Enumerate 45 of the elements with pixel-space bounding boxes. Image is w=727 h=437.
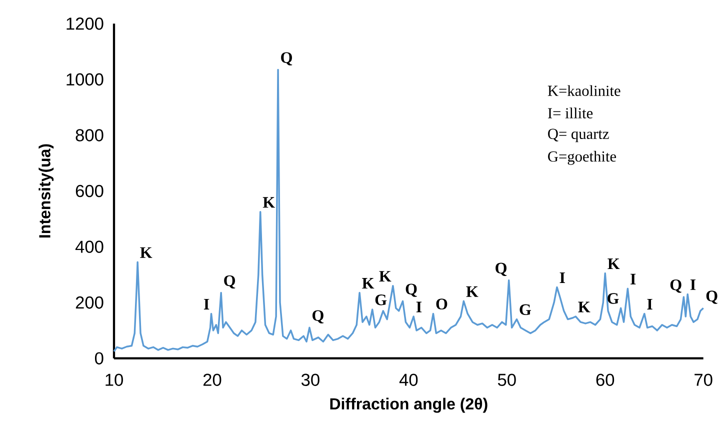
x-tick-label: 40 xyxy=(399,374,418,386)
annotation: O xyxy=(436,298,448,310)
annotation: G xyxy=(375,294,387,306)
y-axis-title: Intensity(ua) xyxy=(38,144,54,238)
annotation: I xyxy=(630,274,636,284)
x-axis-title: Diffraction angle (2θ) xyxy=(330,398,488,413)
annotation: Q xyxy=(706,290,718,304)
y-tick-label: 800 xyxy=(76,129,104,142)
y-tick-label: 600 xyxy=(76,184,104,198)
x-tick-label: 60 xyxy=(596,374,614,386)
annotation: Q= quartz xyxy=(548,128,609,142)
annotation: K=kaolinite xyxy=(548,85,620,96)
annotation: G xyxy=(520,304,531,316)
annotation: K xyxy=(578,302,590,312)
y-tick-label: 400 xyxy=(75,240,104,253)
y-tick-label: 0 xyxy=(94,352,104,364)
annotation: I xyxy=(204,298,210,310)
annotation: I xyxy=(690,279,696,290)
annotation: K xyxy=(466,286,478,297)
annotation: K xyxy=(379,271,392,282)
line-series xyxy=(113,68,704,352)
annotation: I xyxy=(560,272,565,283)
annotation: Q xyxy=(406,284,417,297)
annotation: K xyxy=(140,247,152,258)
annotation: K xyxy=(608,258,620,270)
y-tick-label: 1000 xyxy=(66,73,104,86)
x-tick-label: 20 xyxy=(203,374,222,386)
annotation: G=goethite xyxy=(548,150,616,165)
annotation: Q xyxy=(496,262,507,276)
annotation: Q xyxy=(670,280,682,293)
annotation: G xyxy=(608,293,619,304)
x-tick-label: 50 xyxy=(498,374,516,386)
annotation: K xyxy=(262,197,275,208)
x-tick-label: 10 xyxy=(106,374,123,386)
annotation: I= illite xyxy=(548,108,593,118)
annotation: Q xyxy=(312,310,324,324)
y-tick-label: 1200 xyxy=(66,18,104,30)
x-tick-label: 30 xyxy=(301,374,320,386)
x-tick-label: 70 xyxy=(694,374,712,386)
annotation: I xyxy=(647,298,652,310)
y-tick-label: 200 xyxy=(76,296,104,309)
annotation: K xyxy=(362,278,374,289)
annotation: Q xyxy=(281,52,292,66)
annotation: I xyxy=(416,302,422,312)
annotation: Q xyxy=(224,275,236,289)
